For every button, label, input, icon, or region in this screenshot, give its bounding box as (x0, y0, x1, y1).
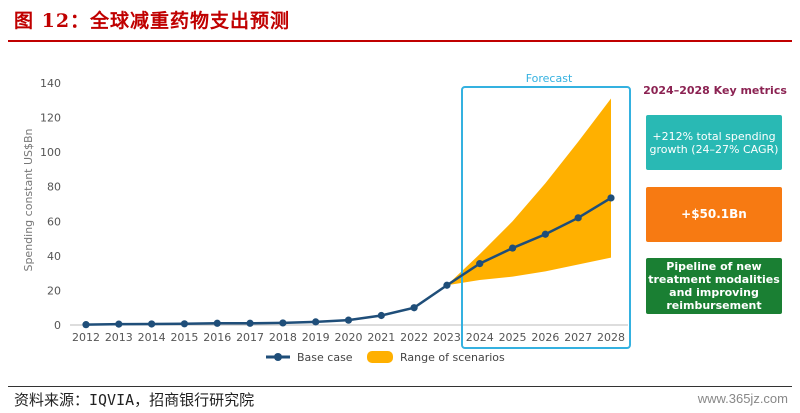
source-divider (8, 386, 792, 387)
base-case-point (344, 316, 353, 324)
y-tick-label: 40 (47, 250, 61, 263)
base-case-point (508, 244, 517, 252)
base-case-point (476, 260, 484, 268)
legend-label-base-case: Base case (297, 351, 353, 364)
x-tick-label: 2014 (138, 331, 166, 344)
x-tick-label: 2016 (203, 331, 231, 344)
base-case-point (180, 320, 189, 328)
base-case-point (607, 194, 615, 202)
forecast-box (461, 86, 631, 349)
legend-marker-base-case (274, 353, 282, 361)
x-tick-label: 2017 (236, 331, 264, 344)
base-case-point (443, 281, 451, 289)
legend-swatch-range (367, 351, 393, 363)
y-tick-label: 20 (47, 284, 61, 297)
x-tick-label: 2026 (531, 331, 559, 344)
x-tick-label: 2018 (269, 331, 297, 344)
base-case-point (148, 320, 156, 328)
base-case-point (377, 311, 385, 320)
x-tick-label: 2020 (335, 331, 363, 344)
y-tick-label: 0 (54, 319, 61, 332)
y-tick-label: 140 (40, 77, 61, 90)
source-note: 资料来源：IQVIA，招商银行研究院 (14, 391, 255, 409)
legend-label-range: Range of scenarios (400, 351, 505, 364)
x-tick-label: 2015 (170, 331, 198, 344)
x-tick-label: 2023 (433, 331, 461, 344)
figure-title: 图 12：全球减重药物支出预测 (14, 10, 291, 32)
y-tick-label: 100 (40, 146, 61, 159)
y-tick-label: 80 (47, 181, 61, 194)
y-tick-label: 120 (40, 112, 61, 125)
x-tick-label: 2013 (105, 331, 133, 344)
x-tick-label: 2022 (400, 331, 428, 344)
metric-box-growth: +212% total spending growth (24–27% CAGR… (646, 115, 782, 170)
base-case-point (82, 321, 90, 329)
spending-chart: Spending constant US$Bn 0 20 40 60 80 100 120 1… (22, 72, 631, 364)
base-case-point (213, 319, 221, 327)
base-case-point (279, 319, 287, 327)
range-of-scenarios-area (446, 98, 611, 286)
y-axis-label: Spending constant US$Bn (22, 128, 35, 271)
base-case-point (246, 319, 254, 327)
metric-box-spend: +$50.1Bn (646, 187, 782, 242)
x-tick-label: 2027 (564, 331, 592, 344)
metric-growth-text: +212% total spending growth (24–27% CAGR… (649, 129, 779, 156)
base-case-point (574, 214, 582, 222)
watermark: www.365jz.com (697, 391, 788, 406)
base-case-point (115, 320, 123, 328)
title-divider (8, 40, 792, 42)
x-tick-label: 2019 (302, 331, 330, 344)
y-tick-label: 60 (47, 215, 61, 228)
base-case-point (312, 318, 320, 326)
metric-pipeline-text: Pipeline of new treatment modalities and… (648, 260, 780, 312)
metric-box-pipeline: Pipeline of new treatment modalities and… (646, 258, 782, 314)
forecast-label: Forecast (526, 72, 573, 85)
x-tick-label: 2028 (597, 331, 625, 344)
base-case-point (410, 304, 418, 312)
x-tick-label: 2025 (499, 331, 527, 344)
x-tick-label: 2021 (367, 331, 395, 344)
key-metrics-title: 2024–2028 Key metrics (643, 84, 787, 97)
metric-spend-text: +$50.1Bn (681, 207, 747, 221)
x-tick-label: 2024 (466, 331, 494, 344)
base-case-point (541, 230, 549, 238)
x-tick-label: 2012 (72, 331, 100, 344)
